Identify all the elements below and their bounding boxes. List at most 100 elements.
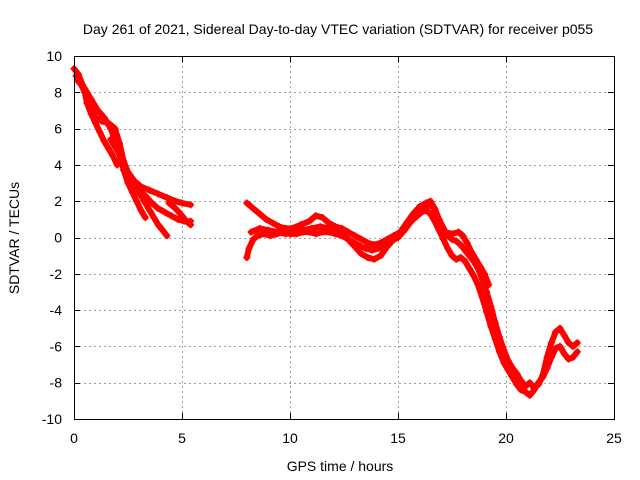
data-point: [476, 263, 484, 271]
data-point: [247, 228, 255, 236]
data-point: [318, 214, 326, 222]
data-point: [269, 219, 277, 227]
data-point: [560, 350, 568, 358]
data-point: [172, 197, 180, 205]
data-point: [556, 324, 564, 332]
data-point: [182, 217, 190, 225]
data-point: [448, 230, 456, 238]
x-tick-label: 25: [606, 430, 622, 446]
data-point: [74, 77, 82, 85]
data-point: [141, 192, 149, 200]
data-point: [312, 230, 320, 238]
y-tick-label: -6: [50, 338, 63, 354]
data-point: [368, 246, 376, 254]
y-tick-label: -2: [50, 266, 63, 282]
data-point: [87, 96, 95, 104]
x-tick-label: 5: [178, 430, 186, 446]
data-point: [187, 221, 195, 229]
data-point: [100, 137, 108, 145]
y-tick-label: 2: [54, 193, 62, 209]
data-point: [513, 381, 521, 389]
y-tick-label: 8: [54, 84, 62, 100]
data-point: [163, 194, 171, 202]
data-point: [439, 235, 447, 243]
data-point: [243, 253, 251, 261]
data-point: [264, 226, 272, 234]
data-point: [416, 206, 424, 214]
data-point: [485, 281, 493, 289]
data-point: [409, 215, 417, 223]
data-point: [154, 190, 162, 198]
data-point: [377, 252, 385, 260]
data-point: [146, 206, 154, 214]
data-point: [534, 379, 542, 387]
data-point: [487, 322, 495, 330]
data-point: [178, 212, 186, 220]
y-tick-label: 4: [54, 157, 62, 173]
series-trace: [243, 207, 581, 399]
data-point: [150, 214, 158, 222]
chart-title: Day 261 of 2021, Sidereal Day-to-day VTE…: [83, 21, 593, 37]
data-point: [187, 201, 195, 209]
data-point: [364, 239, 372, 247]
data-series-track-i: [247, 201, 493, 289]
data-point: [109, 152, 117, 160]
data-point: [297, 221, 305, 229]
data-point: [444, 244, 452, 252]
data-point: [159, 226, 167, 234]
data-point: [480, 270, 488, 278]
data-point: [429, 203, 437, 211]
data-point: [254, 232, 262, 240]
data-point: [530, 386, 538, 394]
data-point: [452, 237, 460, 245]
data-point: [457, 253, 465, 261]
data-point: [167, 212, 175, 220]
data-point: [517, 377, 525, 385]
data-point: [442, 228, 450, 236]
y-tick-label: -10: [42, 411, 62, 427]
data-point: [483, 308, 491, 316]
data-point: [547, 339, 555, 347]
data-point: [573, 348, 581, 356]
data-point: [573, 339, 581, 347]
data-point: [496, 348, 504, 356]
data-point: [100, 114, 108, 122]
data-point: [249, 204, 257, 212]
data-point: [124, 170, 132, 178]
data-point: [83, 99, 91, 107]
data-point: [370, 255, 378, 263]
data-point: [334, 228, 342, 236]
data-point: [470, 272, 478, 280]
data-point: [560, 332, 568, 340]
data-point: [275, 223, 283, 231]
data-point: [526, 391, 534, 399]
data-point: [383, 243, 391, 251]
data-point: [461, 257, 469, 265]
data-point: [491, 335, 499, 343]
y-tick-label: 10: [46, 48, 62, 64]
data-point: [500, 359, 508, 367]
data-point: [262, 215, 270, 223]
data-point: [351, 243, 359, 251]
data-point: [478, 293, 486, 301]
data-point: [483, 288, 491, 296]
data-point: [111, 143, 119, 151]
data-point: [96, 128, 104, 136]
data-point: [105, 145, 113, 153]
data-point: [133, 197, 141, 205]
data-series-track-f: [165, 199, 195, 229]
data-point: [135, 186, 143, 194]
data-point: [565, 339, 573, 347]
data-point: [357, 250, 365, 258]
data-point: [245, 244, 253, 252]
y-tick-label: -8: [50, 375, 63, 391]
data-point: [565, 355, 573, 363]
y-tick-label: 0: [54, 230, 62, 246]
x-tick-label: 20: [498, 430, 514, 446]
data-point: [504, 366, 512, 374]
data-point: [256, 210, 264, 218]
data-point: [316, 223, 324, 231]
data-point: [403, 223, 411, 231]
data-point: [526, 379, 534, 387]
